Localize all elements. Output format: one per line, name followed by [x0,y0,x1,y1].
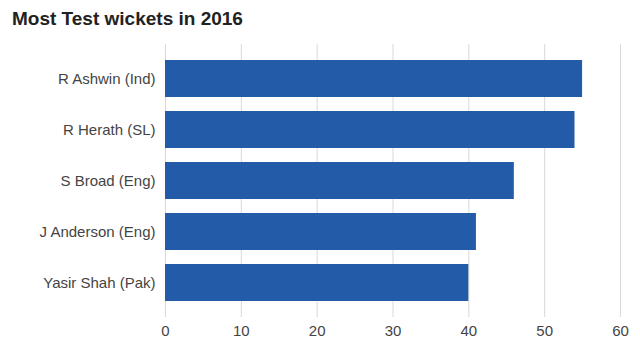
svg-text:20: 20 [309,322,326,339]
svg-text:0: 0 [161,322,169,339]
svg-text:30: 30 [385,322,402,339]
svg-text:Yasir Shah (Pak): Yasir Shah (Pak) [43,274,155,291]
svg-text:40: 40 [460,322,477,339]
svg-text:R Herath (SL): R Herath (SL) [63,121,156,138]
svg-text:S Broad (Eng): S Broad (Eng) [60,172,155,189]
svg-text:50: 50 [536,322,553,339]
svg-text:10: 10 [233,322,250,339]
svg-text:R Ashwin (Ind): R Ashwin (Ind) [58,70,156,87]
html-text:Most Test wickets in 2016: Most Test wickets in 2016 [12,8,243,29]
svg-text:60: 60 [612,322,629,339]
svg-text:J Anderson (Eng): J Anderson (Eng) [40,223,156,240]
